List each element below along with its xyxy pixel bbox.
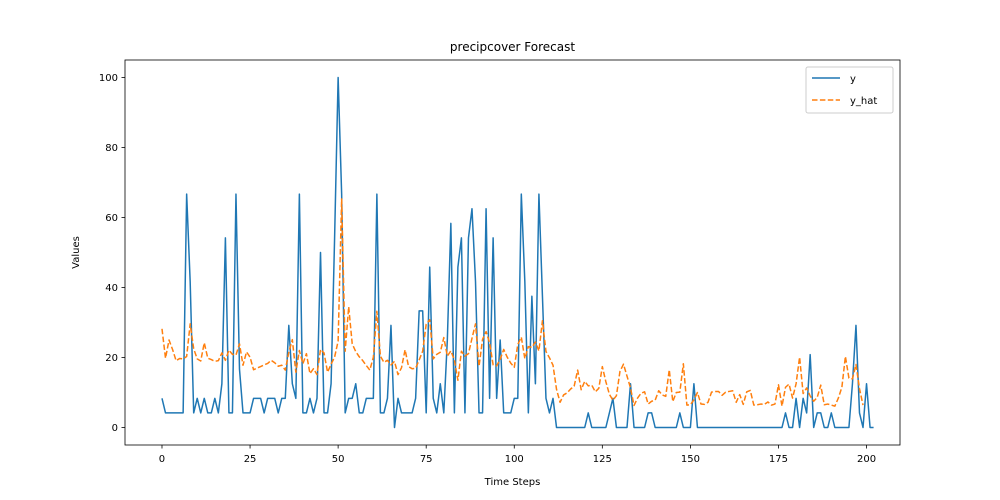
plot-area-frame <box>124 59 901 446</box>
y-tick-label: 20 <box>105 353 118 364</box>
x-axis-ticks: 0 25 50 75 100 125 150 175 200 <box>159 445 876 465</box>
x-tick-label: 25 <box>244 454 257 465</box>
x-tick-label: 50 <box>332 454 345 465</box>
series-line-y <box>161 76 874 429</box>
y-tick-label: 60 <box>105 213 118 224</box>
legend: y y_hat <box>805 66 894 114</box>
legend-label-y: y <box>850 74 856 85</box>
x-tick-label: 125 <box>593 454 612 465</box>
x-tick-label: 175 <box>769 454 788 465</box>
legend-label-y-hat: y_hat <box>850 96 877 107</box>
x-axis-label: Time Steps <box>484 477 541 488</box>
y-axis-ticks: 0 20 40 60 80 100 <box>99 73 125 434</box>
y-tick-label: 100 <box>99 73 118 84</box>
y-tick-label: 80 <box>105 143 118 154</box>
x-tick-label: 0 <box>159 454 165 465</box>
series-line-y-hat <box>161 198 864 407</box>
x-tick-label: 100 <box>505 454 524 465</box>
x-tick-label: 150 <box>681 454 700 465</box>
y-tick-label: 40 <box>105 283 118 294</box>
y-axis-label: Values <box>71 236 82 269</box>
y-tick-label: 0 <box>112 423 118 434</box>
chart-title: precipcover Forecast <box>450 40 575 54</box>
x-tick-label: 75 <box>420 454 433 465</box>
x-tick-label: 200 <box>857 454 876 465</box>
series-layer <box>161 76 874 429</box>
